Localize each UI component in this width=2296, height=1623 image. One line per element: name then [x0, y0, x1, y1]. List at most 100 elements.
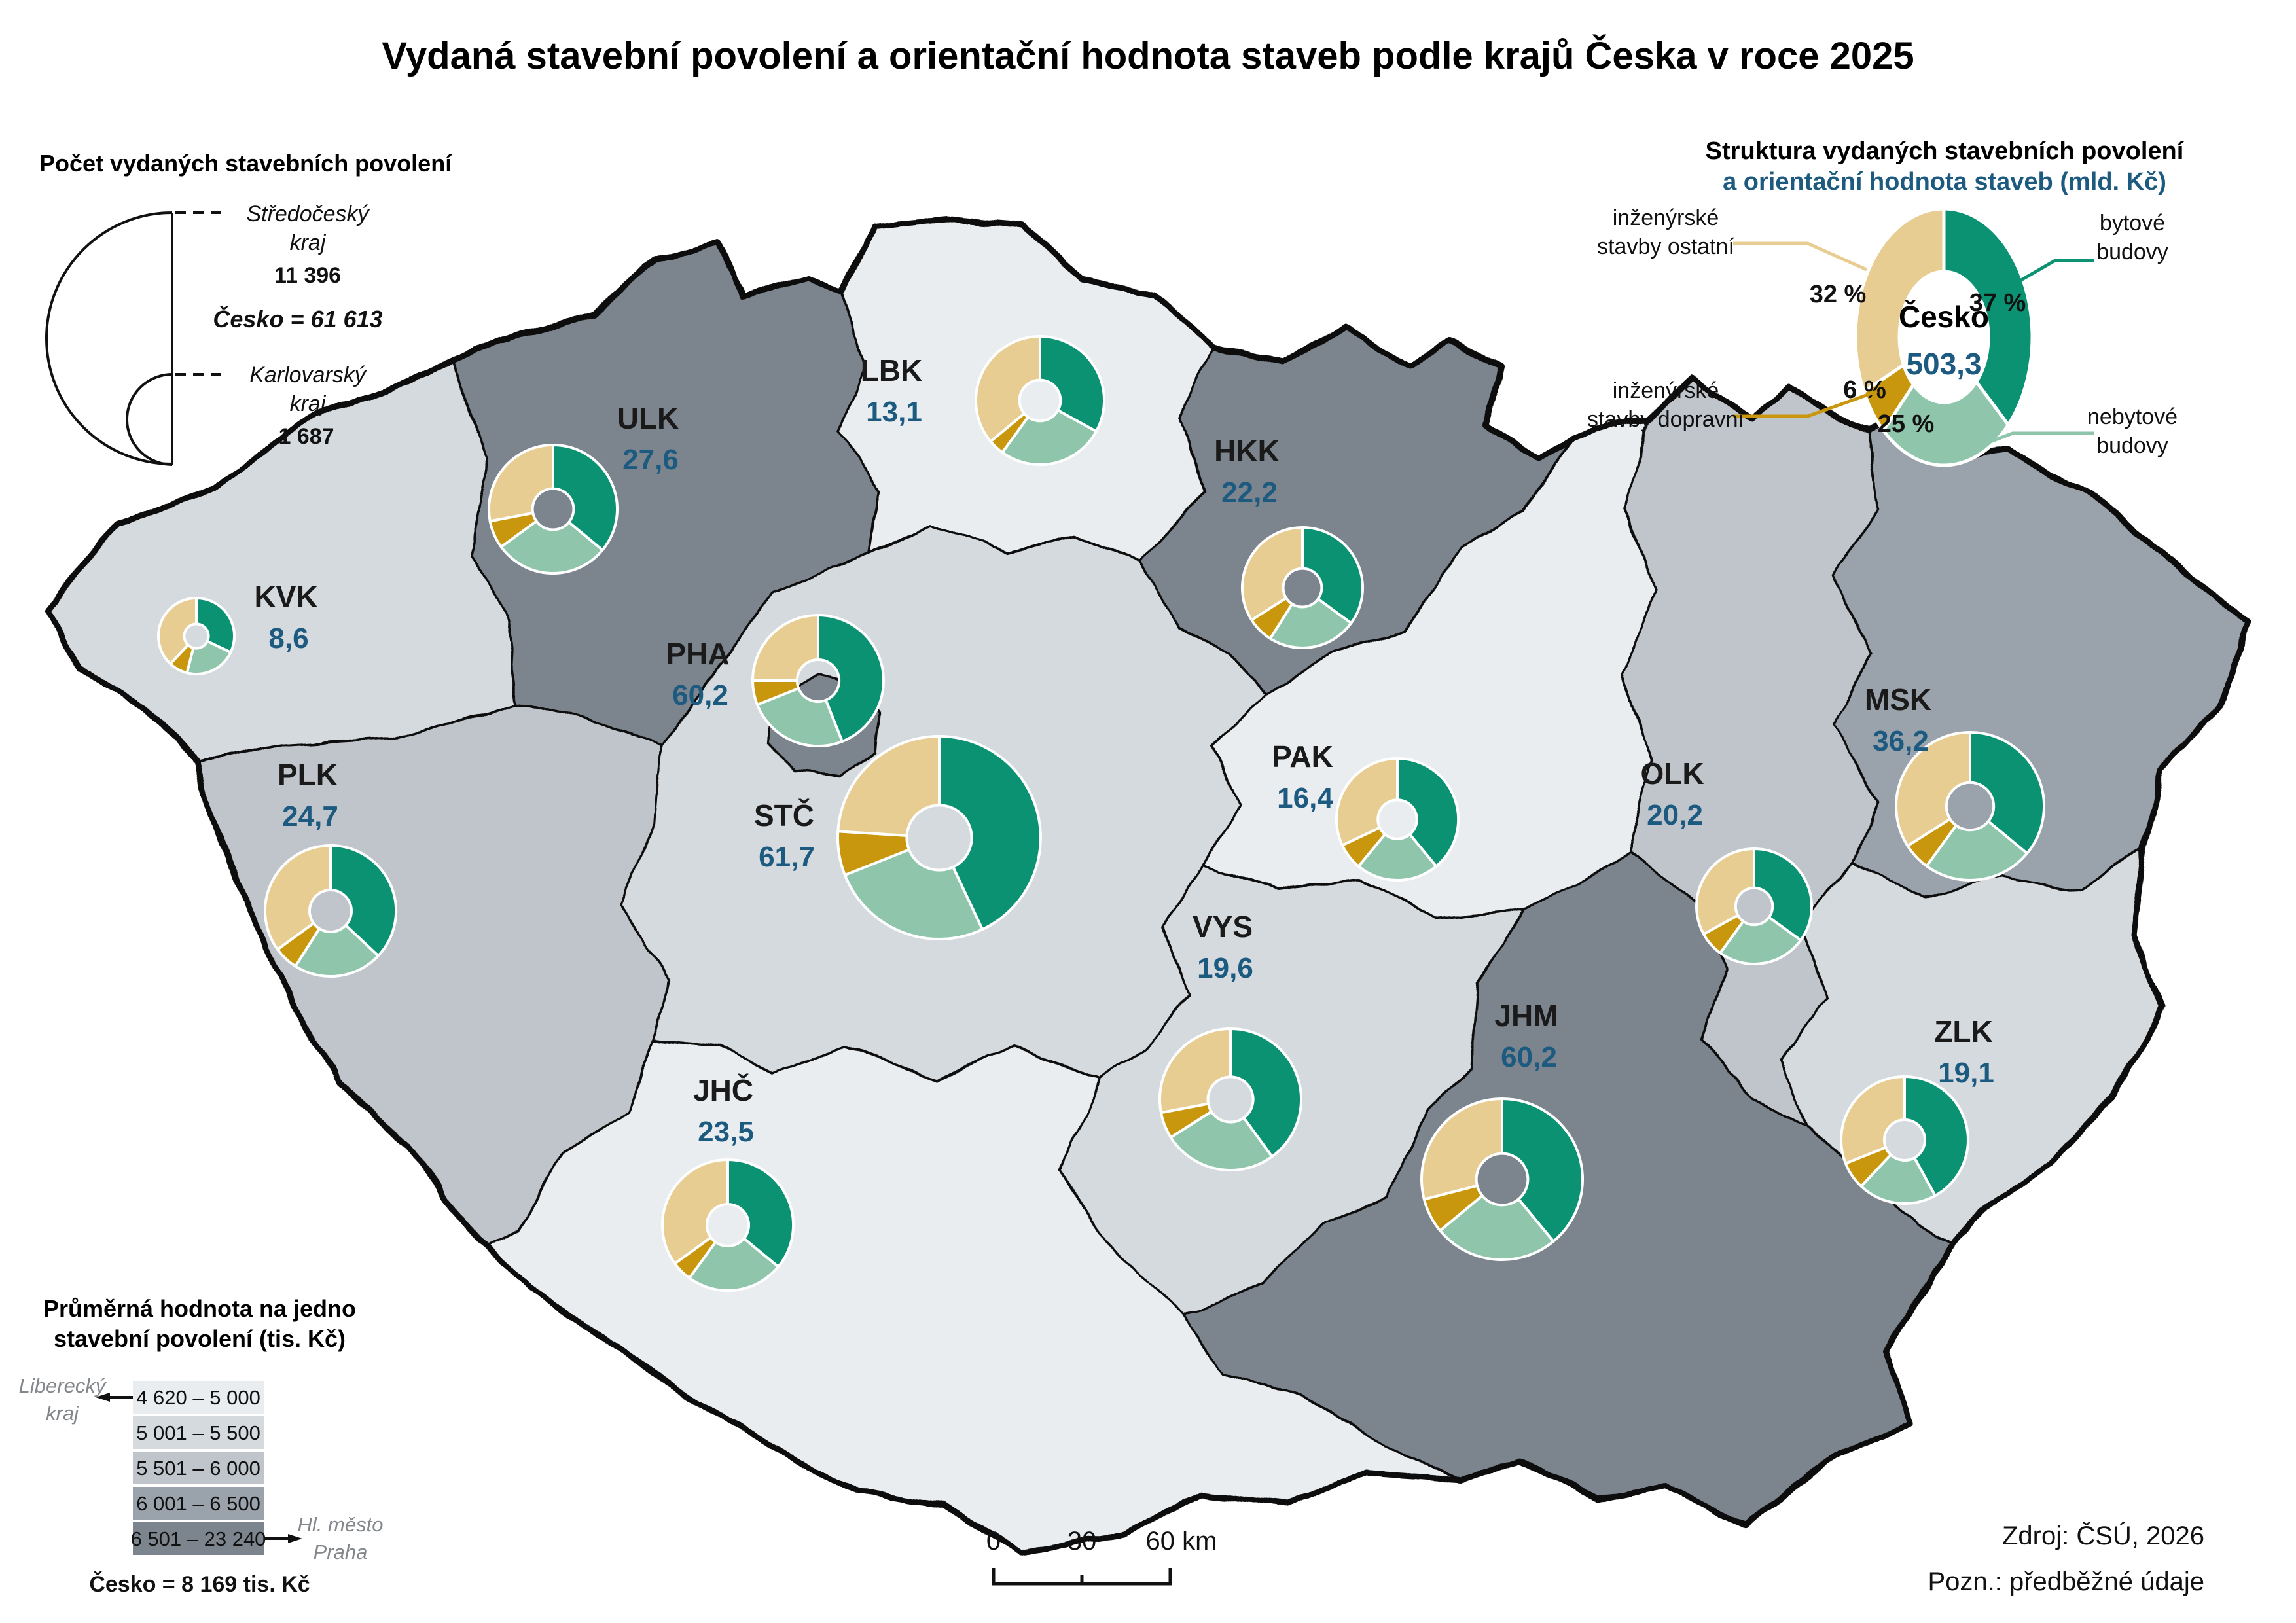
donut-segment [726, 1158, 795, 1268]
structure-legend: Struktura vydaných stavebních povolení a… [1587, 137, 2185, 467]
class-swatch-2 [133, 1416, 264, 1449]
leader-dopravni [1733, 389, 1878, 418]
region-value-label: 16,4 [1277, 782, 1333, 814]
source-line2: Pozn.: předběžné údaje [1928, 1567, 2204, 1596]
country-outline [43, 216, 2251, 1554]
class-range-1: 4 620 – 5 000 [136, 1386, 260, 1409]
legend-donut-segment [1942, 207, 2034, 427]
size-legend-total: Česko = 61 613 [213, 305, 382, 332]
region-code-label: LBK [861, 353, 923, 387]
donut-segment [264, 844, 332, 951]
class-swatch-1 [133, 1381, 264, 1414]
donut-segment [185, 639, 232, 675]
size-legend-min-value: 1 687 [278, 424, 334, 449]
size-legend-max-value: 11 396 [274, 263, 341, 288]
donut-segment [1840, 1075, 1906, 1165]
label-ostatni-2: stavby ostatní [1597, 234, 1734, 259]
size-legend-min-circle [126, 373, 173, 466]
region-donuts-layer: KVK 8,6 ULK 27,6 LBK 13,1 HKK 22,2 PHA 60,2 STČ 61,… [157, 335, 2046, 1293]
structure-legend-title1: Struktura vydaných stavebních povolení [1706, 137, 2185, 165]
leader-bytove [2020, 259, 2094, 282]
pct-ostatni: 32 % [1810, 281, 1867, 308]
donut-segment [1420, 1097, 1503, 1201]
donut-segment [1268, 597, 1353, 649]
source-note: Zdroj: ČSÚ, 2026 Pozn.: předběžné údaje [1928, 1521, 2204, 1596]
scale-bar: 0 30 60 km [986, 1527, 1217, 1586]
region-value-label: 13,1 [866, 396, 922, 428]
region-value-label: 19,6 [1197, 952, 1253, 984]
region-value-label: 60,2 [672, 679, 728, 711]
class-legend-total: Česko = 8 169 tis. Kč [89, 1571, 310, 1597]
region-value-label: 36,2 [1873, 725, 1929, 757]
donut-segment [1335, 757, 1399, 847]
donut-segment [1158, 1027, 1232, 1115]
region-value-label: 20,2 [1647, 799, 1703, 831]
donut-segment [1501, 1097, 1585, 1243]
region-code-label: JHČ [693, 1073, 753, 1107]
donut-segment [1925, 820, 2029, 882]
donut-segment [817, 614, 886, 743]
donut-segment [1753, 847, 1813, 942]
annotation-high-1: Hl. město [298, 1513, 384, 1536]
pct-bytove: 37 % [1969, 289, 2026, 317]
donut-segment [499, 520, 604, 575]
size-legend: Počet vydaných stavebních povolení Střed… [39, 150, 452, 466]
pct-nebytove: 25 % [1878, 410, 1935, 438]
arrow-high-head [288, 1534, 302, 1543]
donut-segment [1357, 832, 1438, 882]
legend-donut-segment [1854, 207, 1946, 393]
donut-segment [1719, 916, 1803, 965]
region-donut-olk [1695, 847, 1813, 965]
donut-segment [1039, 335, 1106, 433]
class-legend-title1: Průměrná hodnota na jedno [43, 1295, 356, 1322]
size-legend-max-circle [45, 211, 173, 465]
region-donut-hkk [1241, 526, 1364, 649]
region-code-label: MSK [1865, 683, 1931, 717]
label-ostatni-1: inženýrské [1613, 205, 1719, 230]
label-bytove-1: bytové [2100, 211, 2165, 236]
leader-ostatni [1733, 241, 1868, 272]
label-dopravni-1: inženýrské [1613, 378, 1719, 403]
label-nebytove-2: budovy [2096, 433, 2168, 458]
donut-segment [938, 735, 1042, 931]
region-code-label: VYS [1193, 910, 1253, 944]
region-code-label: STČ [754, 798, 814, 832]
label-nebytove-1: nebytové [2087, 404, 2178, 429]
region-code-label: PAK [1272, 740, 1333, 774]
region-donut-plk [264, 844, 398, 978]
region-value-label: 61,7 [759, 841, 815, 873]
class-range-3: 5 501 – 6 000 [136, 1457, 260, 1480]
page-title: Vydaná stavební povolení a orientační ho… [382, 35, 1914, 77]
class-swatch-3 [133, 1452, 264, 1484]
class-legend-title2: stavební povolení (tis. Kč) [54, 1325, 346, 1352]
donut-segment [1969, 731, 2046, 855]
region-code-label: PHA [666, 637, 729, 671]
donut-segment [1903, 1075, 1969, 1197]
donut-segment [294, 923, 380, 978]
class-swatch-5 [133, 1522, 264, 1555]
legend-donut-center-label: Česko [1899, 300, 1989, 334]
region-code-label: OLK [1640, 757, 1704, 791]
donut-segment [836, 735, 941, 837]
size-legend-title: Počet vydaných stavebních povolení [39, 150, 452, 177]
scale-0: 0 [986, 1527, 1001, 1556]
region-code-label: JHM [1494, 999, 1558, 1033]
legend-donut-chart [1854, 207, 2034, 467]
donut-segment [843, 848, 984, 940]
region-donut-jhc [661, 1158, 795, 1293]
region-value-label: 8,6 [268, 622, 308, 654]
class-legend: Průměrná hodnota na jedno stavební povol… [19, 1295, 384, 1597]
region-code-label: PLK [278, 758, 338, 792]
structure-legend-title2: a orientační hodnota staveb (mld. Kč) [1723, 168, 2166, 196]
donut-segment [1396, 757, 1460, 868]
label-dopravni-2: stavby dopravní [1587, 407, 1745, 432]
donut-segment [552, 444, 619, 552]
class-range-4: 6 001 – 6 500 [136, 1492, 260, 1515]
region-shape-lbk [836, 218, 1215, 564]
region-donut-lbk [975, 335, 1106, 467]
donut-segment [661, 1158, 729, 1265]
region-donut-kvk [157, 597, 236, 675]
donut-segment [157, 597, 198, 666]
region-donut-zlk [1840, 1075, 1969, 1205]
